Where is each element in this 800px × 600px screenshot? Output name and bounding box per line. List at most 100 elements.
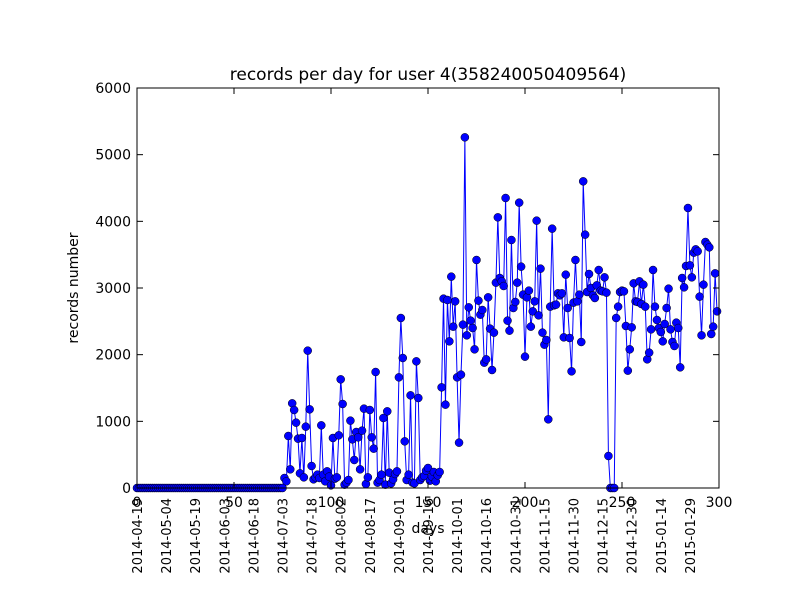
data-point bbox=[611, 313, 621, 323]
data-point bbox=[334, 431, 344, 440]
data-point bbox=[396, 313, 406, 323]
data-point bbox=[394, 373, 404, 382]
x-axis-label: days bbox=[411, 521, 444, 537]
data-point bbox=[282, 477, 291, 486]
data-point bbox=[437, 383, 446, 392]
data-point bbox=[658, 337, 667, 346]
data-point bbox=[571, 255, 580, 265]
data-point bbox=[712, 307, 722, 316]
x-tick-label: 150 bbox=[415, 495, 442, 511]
date-tick-label: 2014-11-30 bbox=[568, 498, 583, 574]
data-point bbox=[406, 391, 415, 400]
data-point bbox=[445, 337, 454, 346]
data-point bbox=[699, 280, 708, 289]
data-point bbox=[363, 473, 373, 482]
data-point bbox=[561, 270, 570, 279]
data-point bbox=[662, 303, 671, 313]
data-point bbox=[600, 273, 609, 282]
data-point bbox=[353, 433, 363, 442]
data-point bbox=[398, 353, 408, 363]
data-point bbox=[565, 333, 574, 343]
data-point bbox=[646, 325, 656, 334]
data-point bbox=[365, 405, 375, 415]
data-point bbox=[679, 283, 689, 292]
data-point bbox=[625, 345, 635, 354]
data-point bbox=[674, 323, 683, 333]
x-tick-label: 50 bbox=[225, 495, 243, 511]
data-point bbox=[462, 331, 472, 340]
date-tick-label: 2014-09-16 bbox=[422, 498, 437, 574]
data-point bbox=[705, 243, 714, 252]
plot-frame bbox=[136, 87, 720, 489]
data-point bbox=[369, 444, 378, 453]
data-point bbox=[532, 216, 541, 225]
data-point bbox=[656, 327, 666, 337]
data-point bbox=[511, 297, 520, 307]
data-point bbox=[346, 416, 355, 425]
data-point bbox=[317, 421, 326, 430]
data-point bbox=[450, 297, 460, 306]
data-point bbox=[493, 213, 503, 222]
date-tick-label: 2015-01-14 bbox=[655, 498, 670, 574]
data-point bbox=[284, 431, 293, 441]
data-point bbox=[499, 281, 508, 291]
y-tick-label: 3000 bbox=[95, 281, 131, 297]
data-point bbox=[666, 325, 675, 334]
data-point bbox=[466, 316, 475, 325]
date-tick-label: 2014-08-02 bbox=[335, 498, 350, 574]
date-tick-label: 2014-04-19 bbox=[131, 498, 146, 574]
data-point bbox=[383, 407, 392, 416]
data-point bbox=[563, 303, 572, 313]
data-point bbox=[392, 467, 402, 476]
data-point bbox=[677, 273, 687, 283]
y-tick-label: 0 bbox=[122, 481, 131, 497]
data-line bbox=[137, 137, 718, 489]
data-point bbox=[474, 296, 483, 305]
data-point bbox=[377, 470, 386, 479]
y-tick-label: 1000 bbox=[95, 414, 131, 430]
data-point bbox=[516, 262, 526, 271]
data-point bbox=[414, 393, 423, 403]
data-point bbox=[423, 463, 433, 473]
data-point bbox=[514, 198, 524, 207]
y-axis-label: records number bbox=[66, 232, 82, 343]
x-tick-label: 0 bbox=[133, 495, 142, 511]
date-tick-label: 2014-11-15 bbox=[538, 498, 553, 574]
data-point bbox=[644, 348, 654, 357]
data-point bbox=[528, 307, 538, 316]
data-point bbox=[542, 335, 551, 345]
chart-title: records per day for user 4(3582400504095… bbox=[230, 65, 626, 85]
data-point bbox=[710, 269, 720, 278]
data-point bbox=[507, 235, 516, 245]
data-point bbox=[577, 337, 586, 347]
data-point bbox=[338, 399, 347, 409]
data-point bbox=[575, 290, 584, 299]
data-point bbox=[524, 286, 534, 295]
data-point bbox=[650, 302, 660, 311]
data-point bbox=[664, 284, 673, 293]
date-tick-label: 2014-12-30 bbox=[626, 498, 641, 574]
date-tick-label: 2014-09-01 bbox=[393, 498, 408, 574]
data-point bbox=[683, 203, 693, 213]
data-point bbox=[456, 370, 466, 379]
data-point bbox=[602, 288, 611, 297]
data-point bbox=[670, 341, 679, 351]
data-point bbox=[567, 367, 576, 376]
data-point bbox=[460, 133, 470, 142]
data-point bbox=[344, 475, 353, 485]
data-point bbox=[534, 311, 543, 320]
data-point bbox=[299, 473, 309, 482]
data-point bbox=[538, 328, 547, 337]
data-point bbox=[530, 297, 539, 306]
data-point bbox=[303, 346, 312, 355]
x-tick-label: 200 bbox=[512, 495, 539, 511]
data-point bbox=[695, 292, 704, 301]
data-point bbox=[584, 269, 594, 279]
data-point bbox=[557, 289, 567, 298]
data-point bbox=[648, 265, 658, 275]
date-tick-label: 2014-12-15 bbox=[597, 498, 612, 574]
y-tick-label: 6000 bbox=[95, 81, 131, 97]
data-point bbox=[286, 465, 295, 474]
data-point bbox=[468, 323, 477, 333]
data-point bbox=[478, 305, 487, 315]
